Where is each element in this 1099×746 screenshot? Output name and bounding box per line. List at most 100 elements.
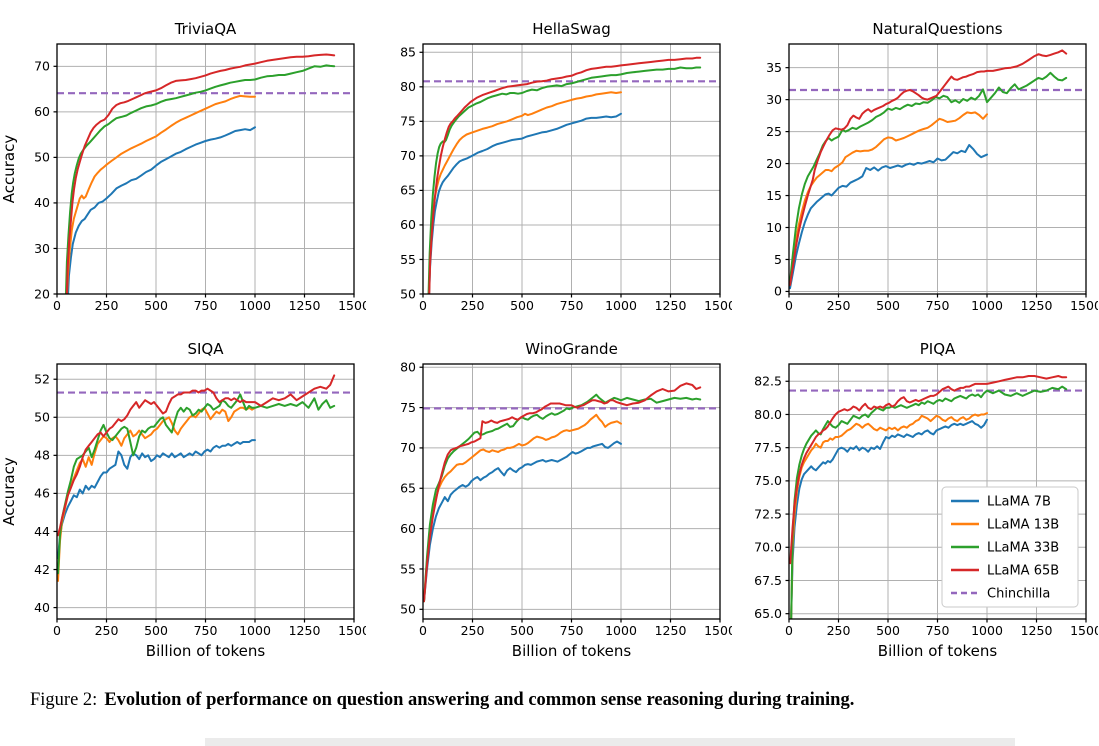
y-tick-label: 85 [400, 45, 416, 60]
series-line-llama-33b [57, 393, 336, 575]
series-line-llama-13b [66, 94, 256, 294]
x-tick-label: 1250 [289, 623, 321, 638]
x-tick-label: 1500 [338, 623, 366, 638]
chart-triviaqa: 0 250 500 750 1000 1250 1500 20 30 40 50 60 70 Trivia… [0, 20, 366, 313]
y-tick-label: 25 [766, 124, 782, 139]
x-tick-label: 1250 [1021, 623, 1053, 638]
x-axis-label: Billion of tokens [878, 642, 998, 660]
figure-2: 0 250 500 750 1000 1250 1500 20 30 40 50 60 70 Trivia… [0, 2, 1099, 711]
y-tick-label: 50 [400, 286, 416, 301]
series-line-llama-65b [428, 56, 702, 294]
legend-label: LLaMA 33B [987, 541, 1059, 556]
series-line-llama-33b [64, 64, 336, 294]
x-tick-label: 1000 [239, 298, 271, 313]
x-tick-label: 1000 [605, 298, 637, 313]
y-tick-label: 75 [400, 400, 416, 415]
y-tick-label: 5 [774, 252, 782, 267]
x-axis-label: Billion of tokens [512, 642, 632, 660]
chart-naturalquestions: 0 250 500 750 1000 1250 1500 0 5 10 15 20 25 30 35 Natu… [766, 20, 1098, 313]
series-line-llama-7b [789, 144, 988, 290]
chart-title: SIQA [187, 340, 224, 358]
y-tick-label: 40 [34, 195, 50, 210]
legend-label: Chinchilla [987, 587, 1050, 602]
y-axis-label: Accuracy [0, 135, 18, 204]
series-line-llama-65b [423, 382, 702, 603]
y-tick-label: 65 [400, 481, 416, 496]
legend-item: Chinchilla [951, 587, 1050, 602]
figure-caption: Figure 2: Evolution of performance on que… [30, 690, 1099, 711]
legend: LLaMA 7B LLaMA 13B LLaMA 33B LLaMA 65B Chinc… [941, 486, 1079, 608]
x-tick-label: 750 [194, 623, 218, 638]
charts-grid: 0 250 500 750 1000 1250 1500 20 30 40 50 60 70 Trivia… [0, 2, 1099, 670]
y-tick-label: 20 [766, 156, 782, 171]
y-tick-label: 60 [400, 521, 416, 536]
y-tick-label: 82.5 [754, 374, 782, 389]
plot-area [423, 56, 720, 294]
x-tick-label: 1500 [704, 298, 732, 313]
y-tick-label: 10 [766, 220, 782, 235]
series-line-llama-13b [790, 412, 988, 619]
y-tick-label: 72.5 [754, 506, 782, 521]
series-line-llama-13b [789, 111, 988, 286]
y-tick-label: 35 [766, 60, 782, 75]
y-tick-label: 46 [34, 486, 50, 501]
y-tick-label: 40 [34, 600, 50, 615]
series-line-llama-65b [789, 375, 1068, 565]
chart-title: PIQA [920, 340, 956, 358]
y-tick-label: 55 [400, 561, 416, 576]
y-tick-label: 30 [766, 92, 782, 107]
series-line-llama-33b [789, 71, 1068, 283]
x-tick-label: 500 [144, 623, 168, 638]
chart-hellaswag: 0 250 500 750 1000 1250 1500 50 55 60 65 70 75 80 85 He… [400, 20, 732, 313]
plot-area [789, 49, 1086, 290]
y-tick-label: 80 [400, 360, 416, 375]
x-axis-label: Billion of tokens [146, 642, 266, 660]
y-tick-label: 20 [34, 286, 50, 301]
x-tick-label: 1000 [239, 623, 271, 638]
x-tick-label: 0 [419, 623, 427, 638]
plot-area [423, 382, 720, 603]
x-tick-label: 750 [926, 298, 950, 313]
x-tick-label: 1500 [1070, 298, 1098, 313]
x-tick-label: 500 [510, 623, 534, 638]
chart-title: WinoGrande [525, 340, 618, 358]
series-line-llama-7b [67, 126, 256, 294]
x-tick-label: 1250 [655, 298, 687, 313]
series-line-llama-7b [57, 439, 256, 560]
y-tick-label: 80 [400, 79, 416, 94]
y-tick-label: 30 [34, 241, 50, 256]
x-tick-label: 750 [926, 623, 950, 638]
legend-item: LLaMA 33B [951, 541, 1059, 556]
legend-label: LLaMA 7B [987, 495, 1051, 510]
x-tick-label: 500 [510, 298, 534, 313]
series-line-llama-13b [57, 406, 256, 582]
x-tick-label: 1250 [289, 298, 321, 313]
y-tick-label: 65.0 [754, 606, 782, 621]
y-tick-label: 77.5 [754, 440, 782, 455]
plot-area [57, 374, 354, 582]
plot-area [57, 53, 354, 294]
y-tick-label: 75.0 [754, 473, 782, 488]
x-tick-label: 250 [827, 623, 851, 638]
series-line-llama-7b [790, 418, 988, 619]
chart-siqa: 0 250 500 750 1000 1250 1500 40 42 44 46 48 50 52 SIQA… [0, 340, 366, 660]
series-line-llama-7b [428, 112, 622, 294]
x-tick-label: 750 [560, 298, 584, 313]
legend-item: LLaMA 65B [951, 564, 1059, 579]
y-tick-label: 80.0 [754, 407, 782, 422]
legend-box [941, 486, 1079, 608]
caption-prefix: Figure 2: [30, 690, 98, 710]
x-tick-label: 1000 [971, 623, 1003, 638]
x-tick-label: 0 [53, 298, 61, 313]
x-tick-label: 1000 [605, 623, 637, 638]
series-line-llama-13b [427, 91, 622, 294]
series-line-llama-33b [427, 66, 702, 294]
x-tick-label: 1000 [971, 298, 1003, 313]
x-tick-label: 750 [560, 623, 584, 638]
y-tick-label: 52 [34, 372, 50, 387]
y-tick-label: 50 [34, 150, 50, 165]
legend-item: LLaMA 7B [951, 495, 1051, 510]
y-tick-label: 70 [34, 59, 50, 74]
caption-text: Evolution of performance on question ans… [104, 690, 855, 710]
